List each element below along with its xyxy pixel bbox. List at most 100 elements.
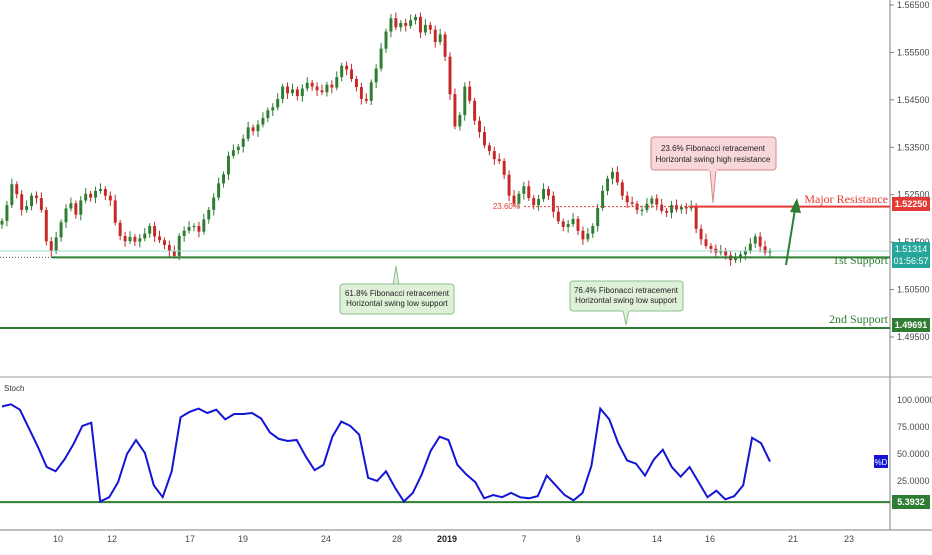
candle-body xyxy=(507,174,511,196)
callout-61-8-title: 61.8% Fibonacci retracement xyxy=(345,289,450,298)
candle-body xyxy=(39,198,43,210)
candle-body xyxy=(497,159,501,162)
candle-body xyxy=(74,203,78,215)
current-price-badge: 1.51314 xyxy=(895,244,928,254)
callout-23-6[interactable]: 23.6% Fibonacci retracement Horizontal s… xyxy=(650,136,777,204)
candle-body xyxy=(5,205,9,221)
candle-body xyxy=(620,182,624,196)
callout-61-8[interactable]: 61.8% Fibonacci retracement Horizontal s… xyxy=(339,265,455,315)
candle-body xyxy=(350,69,354,79)
candle-body xyxy=(630,202,634,204)
candle-body xyxy=(556,211,560,222)
candle-body xyxy=(512,195,516,204)
callout-76-4[interactable]: 76.4% Fibonacci retracement Horizontal s… xyxy=(569,280,684,326)
first-support-label: 1st Support xyxy=(833,253,889,267)
candle-body xyxy=(468,86,472,101)
price-tick-label: 1.54500 xyxy=(897,95,930,105)
candle-body xyxy=(207,209,211,220)
candle-body xyxy=(527,186,531,199)
callout-76-4-subtitle: Horizontal swing low support xyxy=(575,296,678,305)
candle-body xyxy=(359,87,363,99)
candle-body xyxy=(487,145,491,152)
date-tick-label: 23 xyxy=(844,534,854,544)
candle-body xyxy=(699,228,703,240)
candle-body xyxy=(202,219,206,232)
candle-body xyxy=(345,65,349,70)
candle-body xyxy=(615,171,619,183)
candle-body xyxy=(724,250,728,256)
candle-body xyxy=(399,23,403,28)
candle-body xyxy=(98,189,102,191)
candle-body xyxy=(423,24,427,33)
candle-body xyxy=(340,65,344,78)
candle-body xyxy=(670,205,674,213)
candle-body xyxy=(59,222,63,238)
candle-body xyxy=(758,236,762,247)
stoch-line xyxy=(1,403,771,504)
candle-body xyxy=(286,86,290,94)
price-tick-label: 1.49500 xyxy=(897,332,930,342)
callout-23-6-box xyxy=(650,136,777,171)
candle-body xyxy=(581,230,585,240)
callout-23-6-joint xyxy=(709,168,717,171)
projection-arrow-line xyxy=(785,202,797,266)
candle-body xyxy=(192,226,196,228)
candle-body xyxy=(768,251,772,253)
candle-body xyxy=(197,226,201,232)
candle-body xyxy=(0,220,4,225)
candle-body xyxy=(182,230,186,236)
callout-23-6-title: 23.6% Fibonacci retracement xyxy=(661,144,766,153)
candle-body xyxy=(414,16,418,21)
callout-76-4-joint xyxy=(622,308,630,311)
candle-body xyxy=(364,98,368,101)
candle-body xyxy=(532,198,536,206)
candle-body xyxy=(610,171,614,179)
date-tick-label: 19 xyxy=(238,534,248,544)
candle-body xyxy=(443,34,447,57)
price-tick-label: 1.55500 xyxy=(897,47,930,57)
price-badges: 1.52250 1.51314 01:56:57 1.49691 xyxy=(892,197,930,332)
candle-body xyxy=(133,236,137,242)
candle-body xyxy=(665,210,669,213)
candle-body xyxy=(335,77,339,88)
candle-body xyxy=(310,82,314,87)
candle-body xyxy=(374,68,378,83)
candle-body xyxy=(660,204,664,211)
candle-body xyxy=(143,233,147,239)
current-price-badge-bg xyxy=(892,242,930,268)
candle-body xyxy=(389,18,393,32)
candle-body xyxy=(596,207,600,227)
candle-body xyxy=(290,89,294,94)
date-tick-label: 24 xyxy=(321,534,331,544)
candle-body xyxy=(128,236,132,242)
projection-arrow-head xyxy=(790,198,801,213)
candle-body xyxy=(542,189,546,199)
callout-61-8-box xyxy=(339,283,455,315)
candle-body xyxy=(79,200,83,215)
candle-body xyxy=(369,82,373,101)
candle-body xyxy=(428,24,432,30)
candle-body xyxy=(222,174,226,184)
candle-body xyxy=(537,198,541,206)
candle-body xyxy=(645,203,649,210)
candle-body xyxy=(640,209,644,211)
candle-body xyxy=(49,241,53,252)
candle-body xyxy=(502,161,506,175)
candle-body xyxy=(522,186,526,194)
stoch-legend-badge-bg xyxy=(874,455,888,468)
date-tick-label: 2019 xyxy=(437,534,457,544)
candle-body xyxy=(625,195,629,203)
candle-body xyxy=(719,250,723,253)
candlestick-series xyxy=(0,12,772,266)
date-tick-label: 7 xyxy=(521,534,526,544)
date-tick-label: 16 xyxy=(705,534,715,544)
candle-body xyxy=(694,206,698,229)
candle-body xyxy=(20,194,24,210)
stoch-level-badge: 5.3932 xyxy=(897,497,925,507)
price-tick-label: 1.53500 xyxy=(897,142,930,152)
candle-body xyxy=(753,236,757,244)
candle-body xyxy=(606,178,610,191)
date-tick-label: 17 xyxy=(185,534,195,544)
